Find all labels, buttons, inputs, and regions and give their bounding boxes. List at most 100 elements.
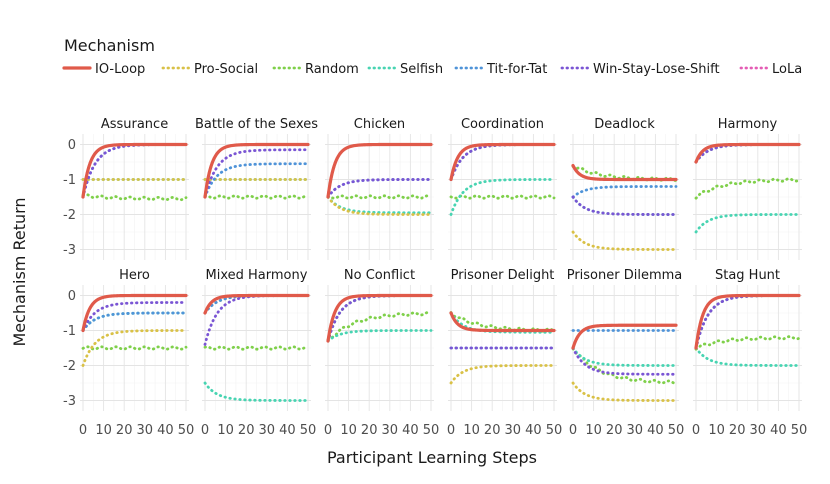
panel-stag-hunt: Stag Hunt 0 10 20 30 40 50 bbox=[692, 268, 807, 438]
series-line-io-loop bbox=[326, 293, 433, 343]
panel-title: Hero bbox=[119, 268, 150, 283]
series-line-random bbox=[81, 193, 188, 202]
x-tick-label: 20 bbox=[361, 423, 378, 438]
x-tick-label: 0 bbox=[201, 423, 209, 438]
panel-title: No Conflict bbox=[344, 268, 415, 283]
x-tick-label: 10 bbox=[585, 423, 602, 438]
series-line-io-loop bbox=[203, 293, 310, 315]
panel-title: Battle of the Sexes bbox=[195, 117, 318, 132]
series-line-random bbox=[203, 194, 310, 200]
y-tick-label: -3 bbox=[63, 394, 76, 409]
x-axis-title: Participant Learning Steps bbox=[327, 448, 537, 467]
x-tick-label: 10 bbox=[217, 423, 234, 438]
panel-title: Prisoner Dilemma bbox=[567, 268, 683, 283]
y-tick-label: -1 bbox=[63, 324, 76, 339]
x-tick-label: 10 bbox=[340, 423, 357, 438]
x-tick-label: 0 bbox=[79, 423, 87, 438]
series-line-io-loop bbox=[203, 142, 310, 199]
legend-label: Win-Stay-Lose-Shift bbox=[593, 62, 720, 77]
x-tick-label: 30 bbox=[137, 423, 154, 438]
series-line-io-loop bbox=[694, 293, 801, 350]
panel-title: Mixed Harmony bbox=[206, 268, 308, 283]
x-tick-label: 30 bbox=[505, 423, 522, 438]
series-line-tit-for-tat bbox=[81, 311, 188, 332]
panel-deadlock: Deadlock bbox=[570, 117, 679, 260]
series-line-win-stay-lose-shift bbox=[326, 178, 433, 199]
x-tick-label: 50 bbox=[423, 423, 440, 438]
series-line-tit-for-tat bbox=[203, 162, 310, 199]
panel-prisoner-dilemma: Prisoner Dilemma 0 10 20 30 40 50 bbox=[567, 268, 685, 438]
series-line-random bbox=[694, 177, 801, 200]
series-line-io-loop bbox=[694, 142, 801, 164]
x-tick-label: 20 bbox=[238, 423, 255, 438]
series-line-win-stay-lose-shift bbox=[203, 148, 310, 199]
x-tick-label: 30 bbox=[750, 423, 767, 438]
x-tick-label: 30 bbox=[259, 423, 276, 438]
legend-label: Selfish bbox=[400, 62, 443, 77]
series-line-selfish bbox=[694, 346, 801, 367]
x-tick-label: 40 bbox=[402, 423, 419, 438]
panel-title: Assurance bbox=[101, 117, 168, 132]
legend-title: Mechanism bbox=[64, 36, 155, 55]
legend-label: IO-Loop bbox=[95, 62, 145, 77]
panel-chicken: Chicken bbox=[325, 117, 434, 260]
series-line-random bbox=[203, 345, 310, 351]
x-tick-label: 10 bbox=[463, 423, 480, 438]
y-tick-label: 0 bbox=[68, 289, 76, 304]
x-tick-label: 10 bbox=[95, 423, 112, 438]
x-tick-label: 50 bbox=[178, 423, 195, 438]
x-tick-label: 20 bbox=[729, 423, 746, 438]
series-line-io-loop bbox=[81, 293, 188, 333]
series-line-io-loop bbox=[449, 142, 556, 182]
legend-label: Tit-for-Tat bbox=[486, 62, 547, 77]
series-line-io-loop bbox=[449, 311, 556, 333]
x-tick-label: 0 bbox=[692, 423, 700, 438]
x-tick-label: 0 bbox=[569, 423, 577, 438]
x-tick-label: 40 bbox=[157, 423, 174, 438]
panel-title: Deadlock bbox=[594, 117, 655, 132]
x-tick-label: 20 bbox=[606, 423, 623, 438]
y-axis-title: Mechanism Return bbox=[10, 197, 29, 346]
panel-title: Harmony bbox=[718, 117, 778, 132]
series-line-pro-social bbox=[571, 230, 678, 251]
panel-harmony: Harmony bbox=[693, 117, 802, 260]
series-line-random bbox=[694, 335, 801, 351]
y-tick-label: -2 bbox=[63, 208, 76, 223]
x-tick-label: 30 bbox=[382, 423, 399, 438]
series-line-selfish bbox=[571, 346, 678, 367]
x-tick-label: 20 bbox=[116, 423, 133, 438]
x-tick-label: 50 bbox=[791, 423, 808, 438]
y-tick-label: -3 bbox=[63, 243, 76, 258]
series-line-random bbox=[326, 194, 433, 200]
legend-label: LoLa bbox=[772, 62, 802, 77]
series-line-selfish bbox=[694, 213, 801, 234]
y-tick-label: -2 bbox=[63, 359, 76, 374]
panel-mixed-harmony: Mixed Harmony 0 10 20 30 40 50 bbox=[201, 268, 316, 438]
panel-title: Stag Hunt bbox=[715, 268, 780, 283]
legend-label: Random bbox=[305, 62, 359, 77]
x-tick-label: 0 bbox=[324, 423, 332, 438]
series-line-win-stay-lose-shift bbox=[571, 346, 678, 376]
series-line-io-loop bbox=[571, 323, 678, 350]
panel-title: Chicken bbox=[354, 117, 405, 132]
panel-title: Prisoner Delight bbox=[451, 268, 555, 283]
x-tick-label: 20 bbox=[484, 423, 501, 438]
y-tick-label: -1 bbox=[63, 173, 76, 188]
panel-coordination: Coordination bbox=[448, 117, 557, 260]
x-tick-label: 10 bbox=[708, 423, 725, 438]
series-line-random bbox=[571, 347, 678, 385]
series-line-random bbox=[449, 194, 556, 200]
series-line-random bbox=[571, 165, 678, 182]
panel-assurance: Assurance 0 -1 -2 -3 bbox=[63, 117, 189, 260]
x-tick-label: 40 bbox=[525, 423, 542, 438]
series-line-pro-social bbox=[326, 195, 433, 216]
series-line-pro-social bbox=[449, 364, 556, 385]
series-line-io-loop bbox=[81, 142, 188, 199]
series-line-selfish bbox=[326, 195, 433, 215]
series-line-win-stay-lose-shift bbox=[571, 195, 678, 216]
legend-label: Pro-Social bbox=[194, 62, 258, 77]
series-line-io-loop bbox=[571, 163, 678, 182]
